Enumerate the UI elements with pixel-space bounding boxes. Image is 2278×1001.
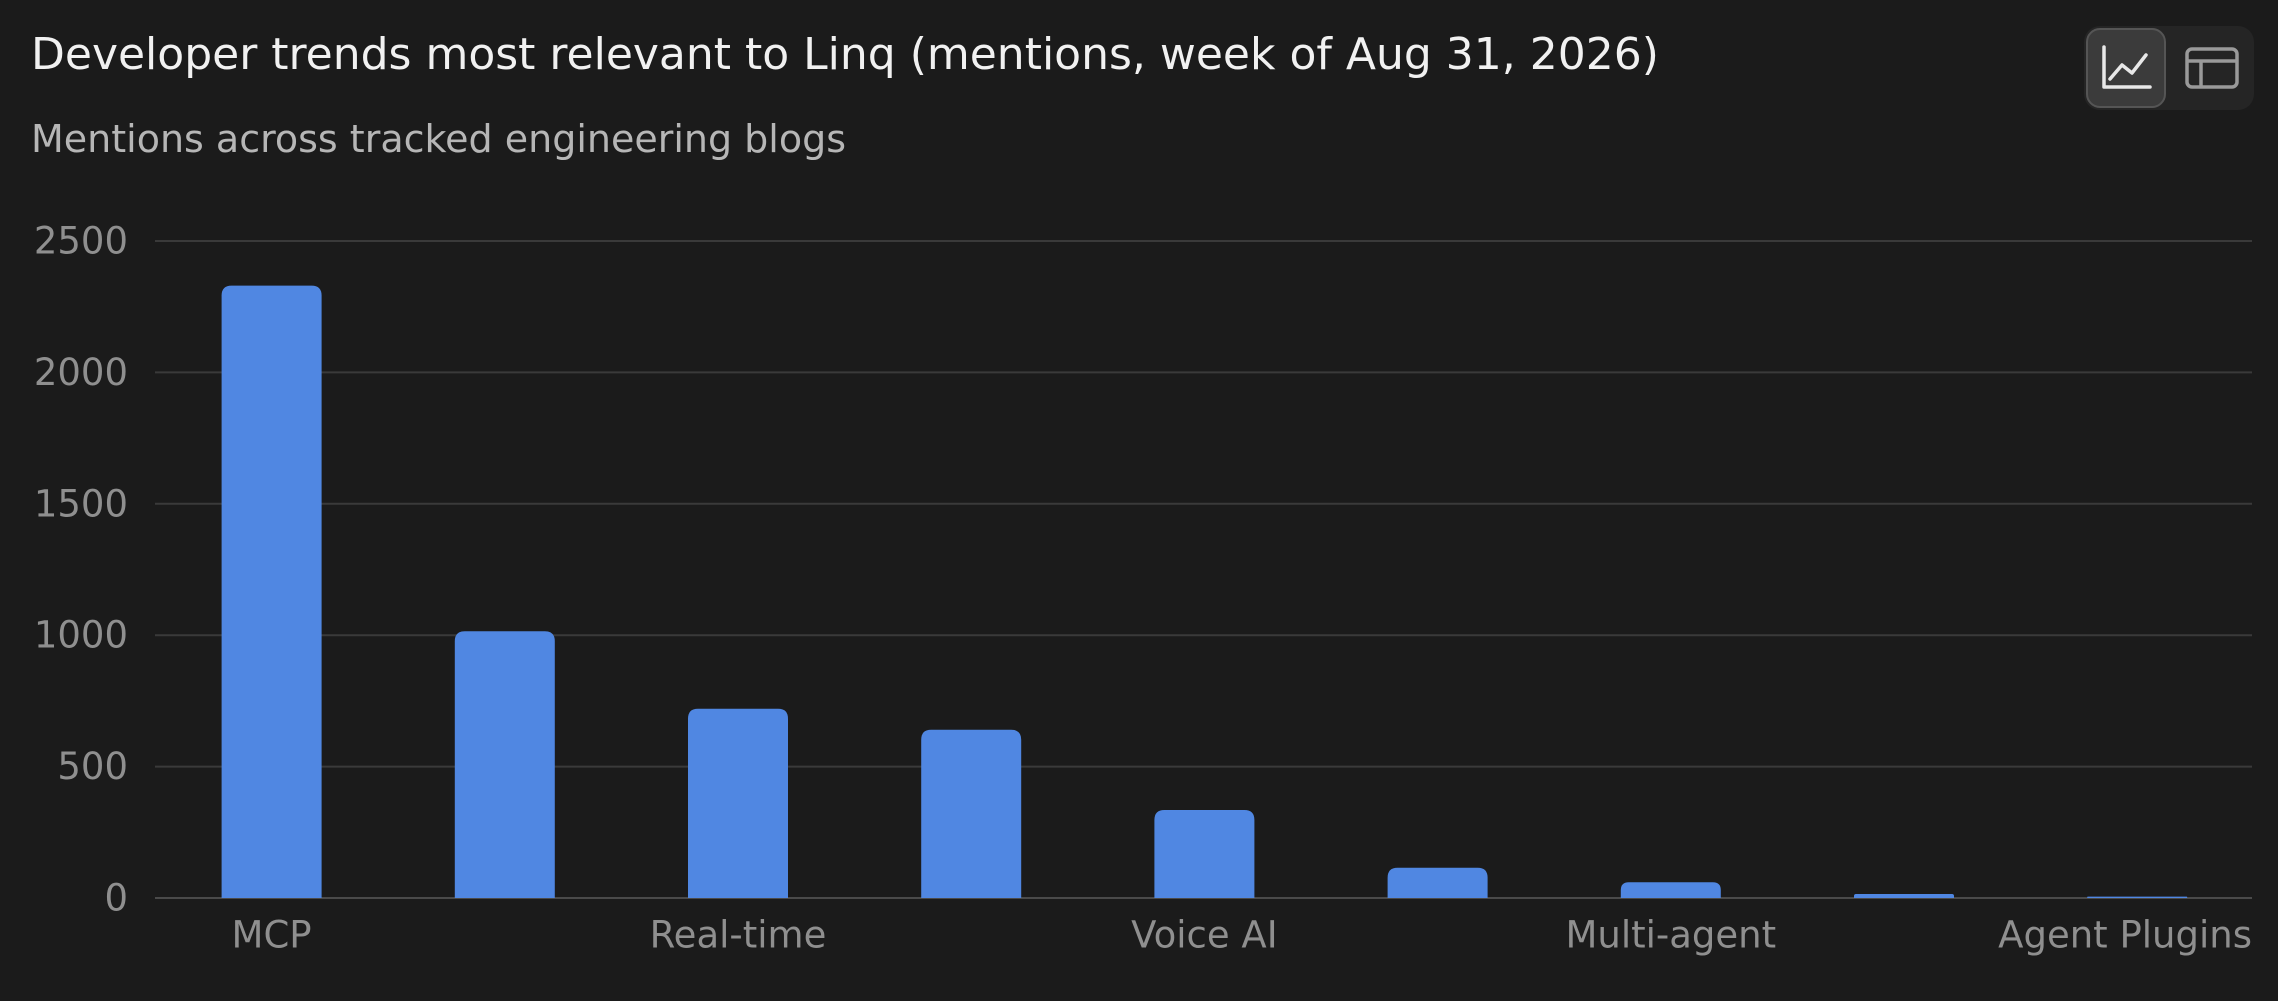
- y-tick-label: 500: [57, 745, 128, 788]
- table-icon: [2185, 47, 2239, 89]
- y-tick-label: 1500: [34, 482, 128, 525]
- x-tick-label: Agent Plugins: [1998, 914, 2252, 957]
- line-chart-icon: [2102, 45, 2152, 89]
- chart-title: Developer trends most relevant to Linq (…: [31, 29, 1659, 80]
- y-tick-label: 2000: [34, 351, 128, 394]
- bar[interactable]: [688, 708, 788, 898]
- bar[interactable]: [1854, 894, 1954, 898]
- table-view-button[interactable]: [2172, 28, 2252, 108]
- x-axis-ticks: MCP Real-time Voice AI Multi-agent Agent Plu…: [232, 914, 2252, 957]
- y-tick-label: 2500: [34, 220, 128, 263]
- bar[interactable]: [1620, 882, 1721, 898]
- view-toggle: [2084, 26, 2254, 110]
- x-tick-label: Real-time: [650, 914, 827, 957]
- x-tick-label: Voice AI: [1131, 914, 1277, 957]
- bar[interactable]: [1387, 867, 1488, 898]
- bar[interactable]: [921, 729, 1022, 898]
- bar[interactable]: [2087, 896, 2188, 898]
- grid-lines: [155, 240, 2252, 899]
- bar[interactable]: [454, 631, 555, 898]
- bar[interactable]: [221, 285, 322, 898]
- bar[interactable]: [1154, 809, 1255, 898]
- chart-view-button[interactable]: [2086, 28, 2166, 108]
- y-tick-label: 0: [104, 877, 128, 920]
- y-tick-label: 1000: [34, 614, 128, 657]
- y-axis-ticks: 0 500 1000 1500 2000 2500: [34, 220, 128, 920]
- chart-subtitle: Mentions across tracked engineering blog…: [31, 117, 847, 161]
- bars: [221, 285, 2188, 898]
- x-tick-label: Multi-agent: [1565, 914, 1776, 957]
- x-tick-label: MCP: [232, 914, 312, 957]
